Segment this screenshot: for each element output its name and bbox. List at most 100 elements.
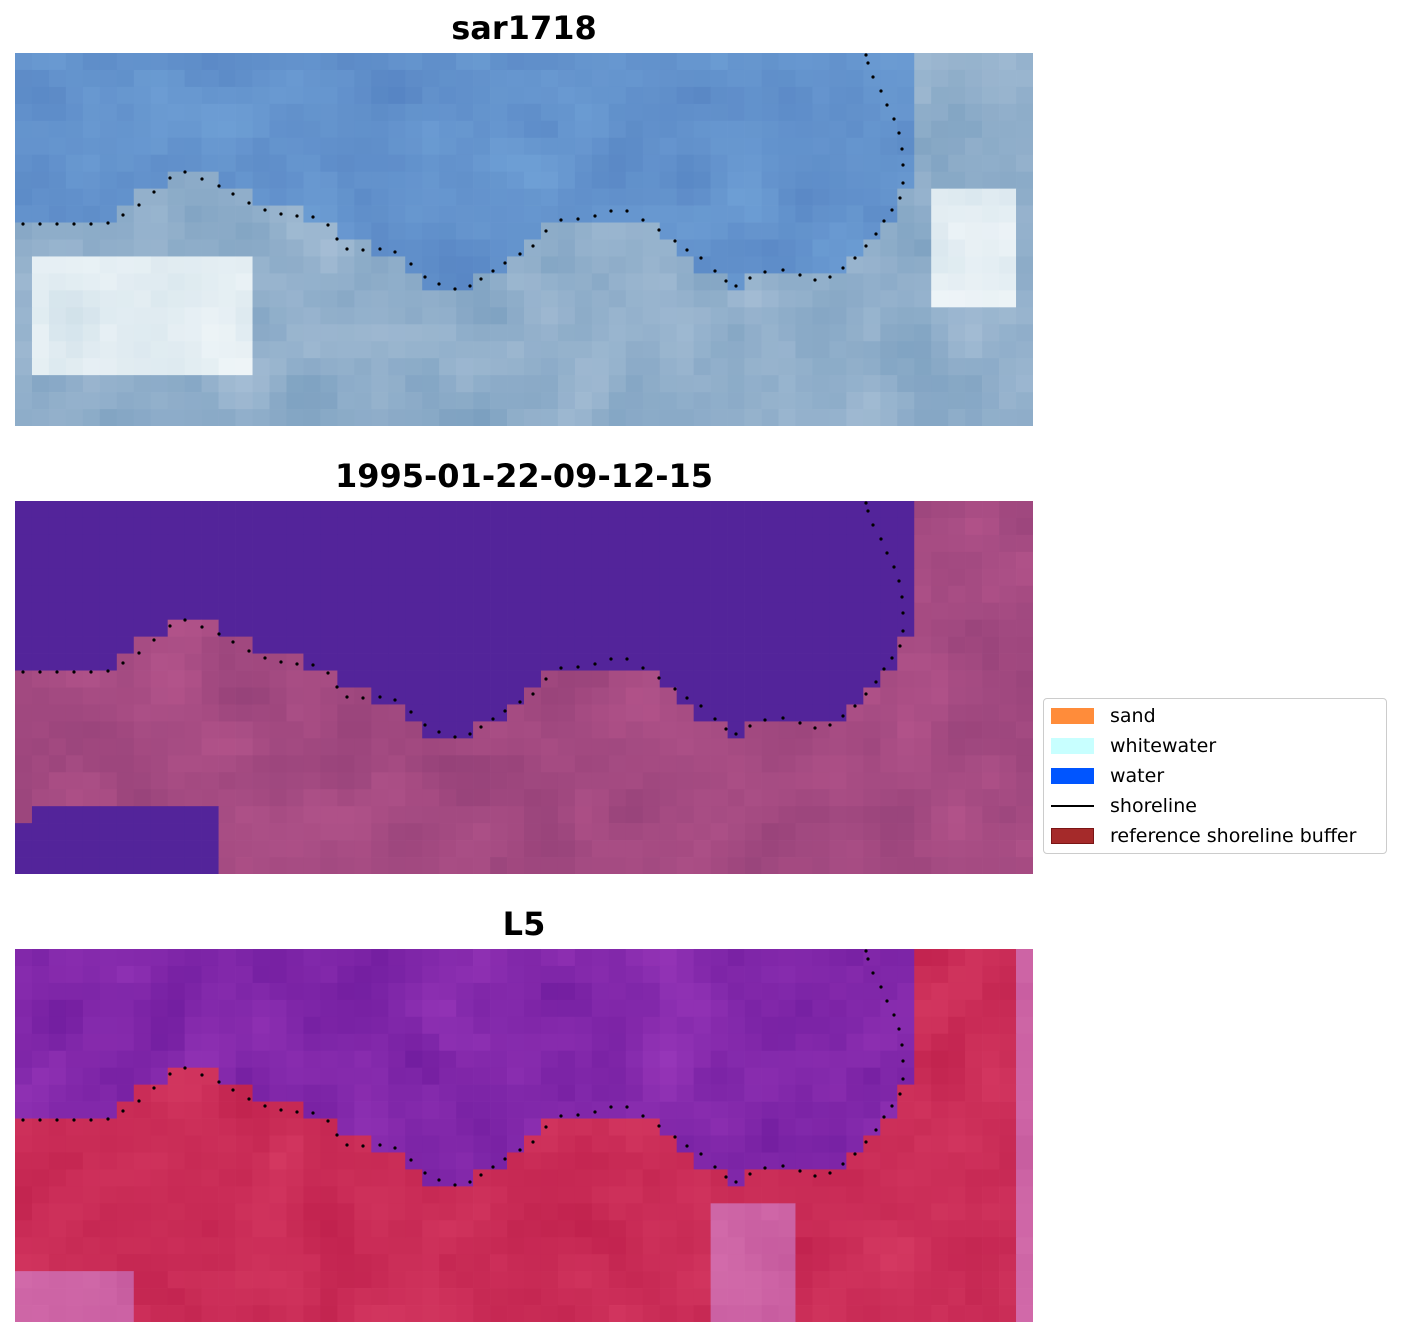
shoreline-dot xyxy=(841,1162,845,1166)
shoreline-dot xyxy=(231,192,235,196)
shoreline-dot xyxy=(901,1059,905,1063)
shoreline-dot xyxy=(217,1080,221,1084)
shoreline-dot xyxy=(885,551,889,555)
shoreline-dot xyxy=(890,656,894,660)
shoreline-dot xyxy=(641,218,645,222)
legend-label-water: water xyxy=(1110,765,1165,787)
shoreline-dot xyxy=(864,692,868,696)
shoreline-dot xyxy=(200,625,204,629)
shoreline-dot xyxy=(72,670,76,674)
shoreline-dot xyxy=(898,196,902,200)
shoreline-dot xyxy=(559,218,563,222)
shoreline-dot xyxy=(724,727,728,731)
shoreline-dot xyxy=(137,203,141,207)
shoreline-dot xyxy=(841,714,845,718)
shoreline-dot xyxy=(38,1118,42,1122)
shoreline-dot xyxy=(657,1124,661,1128)
shoreline-dot xyxy=(625,657,629,661)
shoreline-dot xyxy=(311,1111,315,1115)
shoreline-dot xyxy=(121,1109,125,1113)
legend-label-shoreline: shoreline xyxy=(1110,795,1197,817)
shoreline-dot xyxy=(247,649,251,653)
shoreline-dot xyxy=(897,131,901,135)
shoreline-dot xyxy=(866,957,870,961)
shoreline-dot xyxy=(345,695,349,699)
shoreline-dot xyxy=(593,1110,597,1114)
shoreline-dot xyxy=(734,732,738,736)
shoreline-dot xyxy=(657,228,661,232)
shoreline-dot xyxy=(335,1133,339,1137)
shoreline-dot xyxy=(183,1066,187,1070)
shoreline-dot xyxy=(361,1144,365,1148)
shoreline-dot xyxy=(21,222,25,226)
shoreline-dot xyxy=(544,677,548,681)
shoreline-dot xyxy=(853,704,857,708)
shoreline-dot xyxy=(685,696,689,700)
shoreline-dot xyxy=(685,1144,689,1148)
shoreline-dot xyxy=(21,670,25,674)
shoreline-dot xyxy=(901,181,905,185)
shoreline-dot xyxy=(897,1027,901,1031)
shoreline-dot xyxy=(897,579,901,583)
shoreline-dot xyxy=(295,662,299,666)
shoreline-dot xyxy=(763,270,767,274)
shoreline-dot xyxy=(866,61,870,65)
shoreline-dot xyxy=(335,237,339,241)
shoreline-dot xyxy=(798,1169,802,1173)
shoreline-dot xyxy=(345,247,349,251)
map-legend: sand whitewater water shoreline referenc… xyxy=(1043,698,1387,854)
shoreline-dot xyxy=(518,700,522,704)
shoreline-dot xyxy=(559,666,563,670)
shoreline-dot xyxy=(531,1140,535,1144)
shoreline-dot xyxy=(531,692,535,696)
shoreline-dot xyxy=(900,1043,904,1047)
shoreline-dot xyxy=(279,212,283,216)
shoreline-dot xyxy=(748,276,752,280)
shoreline-dot xyxy=(335,685,339,689)
shoreline-dot xyxy=(699,256,703,260)
shoreline-dot xyxy=(518,252,522,256)
shoreline-dot xyxy=(853,1152,857,1156)
shoreline-dot xyxy=(393,1146,397,1150)
shoreline-dot xyxy=(885,103,889,107)
shoreline-dot xyxy=(853,256,857,260)
shoreline-dot xyxy=(503,709,507,713)
shoreline-dot xyxy=(479,725,483,729)
shoreline-dot xyxy=(55,1118,59,1122)
shoreline-dot xyxy=(89,670,93,674)
shoreline-dot xyxy=(453,1183,457,1187)
shoreline-dot xyxy=(781,716,785,720)
shoreline-dot xyxy=(871,75,875,79)
shoreline-dot xyxy=(263,1104,267,1108)
shoreline-dot xyxy=(378,1143,382,1147)
shoreline-dot xyxy=(748,1172,752,1176)
shoreline-dot xyxy=(673,687,677,691)
sar-raster xyxy=(15,53,1033,426)
shoreline-dot xyxy=(89,1118,93,1122)
shoreline-dot xyxy=(641,666,645,670)
shoreline-dot xyxy=(200,177,204,181)
shoreline-dot xyxy=(898,1092,902,1096)
shoreline-dot xyxy=(748,724,752,728)
shoreline-dot xyxy=(72,1118,76,1122)
shoreline-dot xyxy=(576,665,580,669)
shoreline-dot xyxy=(699,704,703,708)
shoreline-dot xyxy=(625,1105,629,1109)
shoreline-dot xyxy=(152,190,156,194)
shoreline-dot xyxy=(311,663,315,667)
shoreline-dot xyxy=(866,509,870,513)
shoreline-dot xyxy=(378,695,382,699)
shoreline-dot xyxy=(781,1164,785,1168)
legend-label-reference-shoreline-buffer: reference shoreline buffer xyxy=(1110,825,1357,847)
shoreline-dot xyxy=(453,735,457,739)
shoreline-dot xyxy=(593,662,597,666)
shoreline-dot xyxy=(263,656,267,660)
shoreline-dot xyxy=(393,250,397,254)
shoreline-dot xyxy=(55,222,59,226)
shoreline-dot xyxy=(734,1180,738,1184)
shoreline-dot xyxy=(247,201,251,205)
shoreline-dot xyxy=(168,624,172,628)
shoreline-dot xyxy=(326,1119,330,1123)
reference-buffer-swatch xyxy=(1051,828,1094,844)
legend-label-sand: sand xyxy=(1110,705,1156,727)
